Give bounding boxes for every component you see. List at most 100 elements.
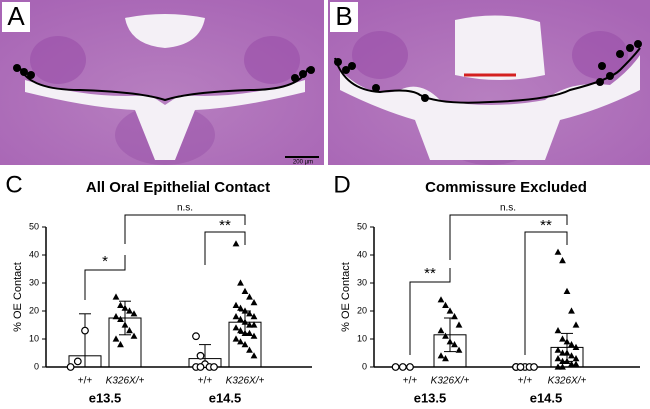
- data-point: [572, 321, 580, 328]
- group-label: e13.5: [414, 390, 447, 405]
- significance-bracket: [124, 214, 246, 244]
- data-point: [442, 332, 449, 339]
- data-point: [250, 352, 258, 359]
- histology-b: B: [328, 0, 650, 165]
- data-point: [246, 346, 253, 353]
- significance-bracket: [204, 231, 246, 265]
- significance-label: **: [540, 217, 552, 234]
- data-point: [559, 349, 566, 356]
- x-tick-label: +/+: [78, 376, 93, 387]
- x-tick-label: K326X/+: [431, 376, 470, 387]
- data-point: [554, 363, 562, 370]
- data-point: [554, 327, 562, 334]
- y-tick-label: 10: [29, 333, 39, 343]
- data-point: [451, 341, 458, 348]
- data-point: [237, 315, 244, 322]
- data-point: [568, 341, 575, 348]
- panel-label: B: [335, 1, 352, 31]
- data-point: [237, 279, 244, 286]
- data-point: [446, 307, 454, 314]
- data-point: [241, 307, 249, 314]
- data-point: [437, 296, 445, 303]
- panel-label: C: [5, 171, 22, 198]
- data-point: [66, 363, 75, 371]
- data-point: [451, 313, 458, 320]
- x-tick-label: +/+: [198, 376, 213, 387]
- data-point: [117, 301, 124, 308]
- y-tick-label: 20: [357, 305, 367, 315]
- data-point: [559, 257, 566, 264]
- data-point: [112, 293, 120, 300]
- y-tick-label: 40: [29, 249, 39, 259]
- data-point: [391, 363, 400, 371]
- data-point: [126, 327, 133, 334]
- x-tick-label: K326X/+: [106, 376, 145, 387]
- y-tick-label: 0: [362, 361, 367, 371]
- data-point: [232, 324, 240, 331]
- y-axis-label: % OE Contact: [12, 262, 24, 332]
- panel-label: A: [7, 1, 25, 31]
- y-axis-label: % OE Contact: [340, 262, 352, 332]
- x-tick-label: +/+: [518, 376, 533, 387]
- data-point: [572, 343, 580, 350]
- chart-title: All Oral Epithelial Contact: [86, 179, 270, 196]
- data-point: [568, 352, 575, 359]
- data-point: [568, 307, 575, 314]
- data-point: [237, 304, 244, 311]
- data-point: [455, 346, 463, 353]
- data-point: [210, 363, 218, 371]
- data-point: [196, 351, 205, 360]
- data-point: [530, 363, 538, 371]
- significance-label: *: [102, 253, 108, 270]
- data-point: [516, 363, 525, 371]
- x-tick-label: +/+: [403, 376, 418, 387]
- data-point: [568, 360, 575, 367]
- significance-bracket: [449, 214, 568, 260]
- data-point: [241, 329, 249, 336]
- data-point: [232, 240, 240, 247]
- data-point: [437, 327, 445, 334]
- data-point: [126, 307, 133, 314]
- data-point: [232, 335, 240, 342]
- y-tick-label: 50: [29, 221, 39, 231]
- data-point: [130, 332, 138, 339]
- significance-bracket: [524, 231, 568, 355]
- data-point: [572, 355, 580, 362]
- data-point: [192, 332, 200, 341]
- significance-bracket: [84, 255, 126, 300]
- data-point: [563, 287, 571, 294]
- data-point: [241, 318, 249, 325]
- group-label: e13.5: [89, 390, 122, 405]
- significance-bracket: [409, 268, 451, 355]
- data-point: [250, 321, 258, 328]
- data-point: [246, 321, 253, 328]
- y-tick-label: 20: [29, 305, 39, 315]
- y-tick-label: 50: [357, 221, 367, 231]
- data-point: [554, 346, 562, 353]
- data-point: [455, 321, 463, 328]
- group-label: e14.5: [530, 390, 563, 405]
- data-point: [121, 321, 129, 328]
- data-point: [81, 326, 89, 335]
- data-point: [112, 335, 120, 342]
- chart-title: Commissure Excluded: [425, 179, 587, 196]
- significance-label: n.s.: [177, 203, 193, 214]
- data-point: [237, 338, 244, 345]
- panel-label: D: [333, 171, 350, 198]
- data-point: [563, 357, 571, 364]
- scale-bar-label: 200 µm: [293, 160, 313, 166]
- y-tick-label: 30: [357, 277, 367, 287]
- data-point: [232, 313, 240, 320]
- data-point: [554, 248, 562, 255]
- data-point: [232, 301, 240, 308]
- y-tick-label: 10: [357, 333, 367, 343]
- data-point: [246, 329, 253, 336]
- data-point: [237, 327, 244, 334]
- data-point: [437, 352, 445, 359]
- data-point: [130, 310, 138, 317]
- data-point: [250, 332, 258, 339]
- data-point: [112, 313, 120, 320]
- data-point: [246, 293, 253, 300]
- data-point: [73, 357, 82, 366]
